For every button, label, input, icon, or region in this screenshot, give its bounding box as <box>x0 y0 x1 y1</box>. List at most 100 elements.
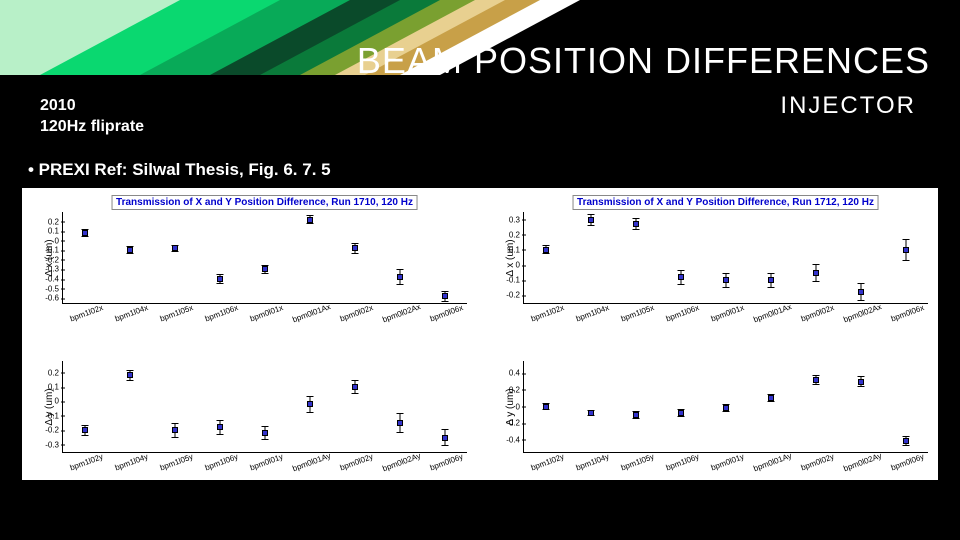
x-tick: bpm0l02Ax <box>842 302 883 324</box>
data-marker <box>397 420 403 426</box>
x-tick: bpm1l06y <box>204 452 240 472</box>
y-tick: 0.3 <box>509 215 520 224</box>
run-info: 2010 120Hz fliprate <box>40 96 144 138</box>
x-tick: bpm1l06x <box>204 303 240 323</box>
y-tick: -0.3 <box>45 265 59 274</box>
data-marker <box>723 405 729 411</box>
y-tick: -0.2 <box>45 255 59 264</box>
data-marker <box>442 293 448 299</box>
y-tick: -0.3 <box>45 440 59 449</box>
x-tick: bpm0l01x <box>249 303 285 323</box>
data-marker <box>217 276 223 282</box>
y-tick: 0 <box>55 236 59 245</box>
x-tick: bpm0l02x <box>338 303 374 323</box>
x-tick: bpm1l05x <box>159 303 195 323</box>
y-tick: -0.2 <box>45 426 59 435</box>
data-marker <box>543 247 549 253</box>
chart-title-spacer <box>720 345 731 359</box>
data-marker <box>127 247 133 253</box>
y-tick: 0.1 <box>48 383 59 392</box>
x-tick: bpm0l01Ay <box>752 451 793 473</box>
data-marker <box>127 372 133 378</box>
y-tick: 0 <box>55 397 59 406</box>
data-marker <box>858 289 864 295</box>
chart-top-right: Transmission of X and Y Position Differe… <box>483 188 938 331</box>
data-marker <box>813 377 819 383</box>
x-tick: bpm0l02y <box>338 452 374 472</box>
x-tick: bpm1l04y <box>575 452 611 472</box>
data-marker <box>262 266 268 272</box>
chart-grid: Transmission of X and Y Position Differe… <box>22 188 938 480</box>
data-marker <box>442 435 448 441</box>
x-tick: bpm0l06y <box>889 452 925 472</box>
x-tick: bpm0l02Ay <box>381 451 422 473</box>
x-tick: bpm0l01x <box>710 303 746 323</box>
data-marker <box>678 410 684 416</box>
data-marker <box>307 217 313 223</box>
x-tick: bpm1l05y <box>159 452 195 472</box>
chart-bottom-left: Δ y (um) 0.20.10-0.1-0.2-0.3bpm1l02ybpm1… <box>22 337 477 480</box>
data-marker <box>172 427 178 433</box>
y-tick: 0.4 <box>509 369 520 378</box>
plot-area: Δ y (um) 0.20.10-0.1-0.2-0.3bpm1l02ybpm1… <box>62 361 467 453</box>
x-tick: bpm0l01y <box>249 452 285 472</box>
x-tick: bpm1l04y <box>114 452 150 472</box>
data-marker <box>588 217 594 223</box>
run-year: 2010 <box>40 96 144 117</box>
data-marker <box>352 384 358 390</box>
y-tick: -0.2 <box>506 291 520 300</box>
x-tick: bpm1l02y <box>530 452 566 472</box>
y-tick: 0.1 <box>509 245 520 254</box>
x-tick: bpm0l01Ay <box>291 451 332 473</box>
run-rate: 120Hz fliprate <box>40 117 144 138</box>
x-tick: bpm1l02x <box>69 303 105 323</box>
y-tick: -0.1 <box>506 276 520 285</box>
data-marker <box>633 221 639 227</box>
y-tick: -0.2 <box>506 419 520 428</box>
data-marker <box>858 379 864 385</box>
data-marker <box>82 230 88 236</box>
x-tick: bpm0l01Ax <box>291 302 332 324</box>
y-tick: -0.4 <box>45 275 59 284</box>
y-tick: -0.1 <box>45 246 59 255</box>
y-tick: 0 <box>516 261 520 270</box>
plot-area: Δ y (um) 0.40.20-0.2-0.4bpm1l02ybpm1l04y… <box>523 361 928 453</box>
y-tick: 0 <box>516 402 520 411</box>
y-tick: 0.2 <box>48 217 59 226</box>
data-marker <box>768 277 774 283</box>
x-tick: bpm0l01Ax <box>752 302 793 324</box>
data-marker <box>82 427 88 433</box>
data-marker <box>172 245 178 251</box>
chart-title: Transmission of X and Y Position Differe… <box>572 195 879 210</box>
y-tick: 0.1 <box>48 227 59 236</box>
x-tick: bpm1l05x <box>620 303 656 323</box>
y-tick: 0.2 <box>509 385 520 394</box>
x-tick: bpm1l04x <box>114 303 150 323</box>
reference-bullet: • PREXI Ref: Silwal Thesis, Fig. 6. 7. 5 <box>28 160 331 180</box>
y-tick: 0.2 <box>48 368 59 377</box>
x-tick: bpm1l02x <box>530 303 566 323</box>
y-tick: -0.1 <box>45 411 59 420</box>
data-marker <box>903 247 909 253</box>
data-marker <box>633 412 639 418</box>
x-tick: bpm0l06x <box>889 303 925 323</box>
y-tick: -0.4 <box>506 435 520 444</box>
data-marker <box>678 274 684 280</box>
data-marker <box>588 410 594 416</box>
x-tick: bpm0l06x <box>428 303 464 323</box>
x-tick: bpm0l02Ay <box>842 451 883 473</box>
x-tick: bpm0l06y <box>428 452 464 472</box>
data-marker <box>217 424 223 430</box>
chart-bottom-right: Δ y (um) 0.40.20-0.2-0.4bpm1l02ybpm1l04y… <box>483 337 938 480</box>
data-marker <box>903 438 909 444</box>
x-tick: bpm1l06x <box>665 303 701 323</box>
data-marker <box>723 277 729 283</box>
x-tick: bpm0l01y <box>710 452 746 472</box>
plot-area: Δ x (um) 0.20.10-0.1-0.2-0.3-0.4-0.5-0.6… <box>62 212 467 304</box>
data-marker <box>768 395 774 401</box>
slide-subtitle: INJECTOR <box>780 92 916 120</box>
data-marker <box>543 404 549 410</box>
chart-top-left: Transmission of X and Y Position Differe… <box>22 188 477 331</box>
data-marker <box>262 430 268 436</box>
data-marker <box>813 270 819 276</box>
